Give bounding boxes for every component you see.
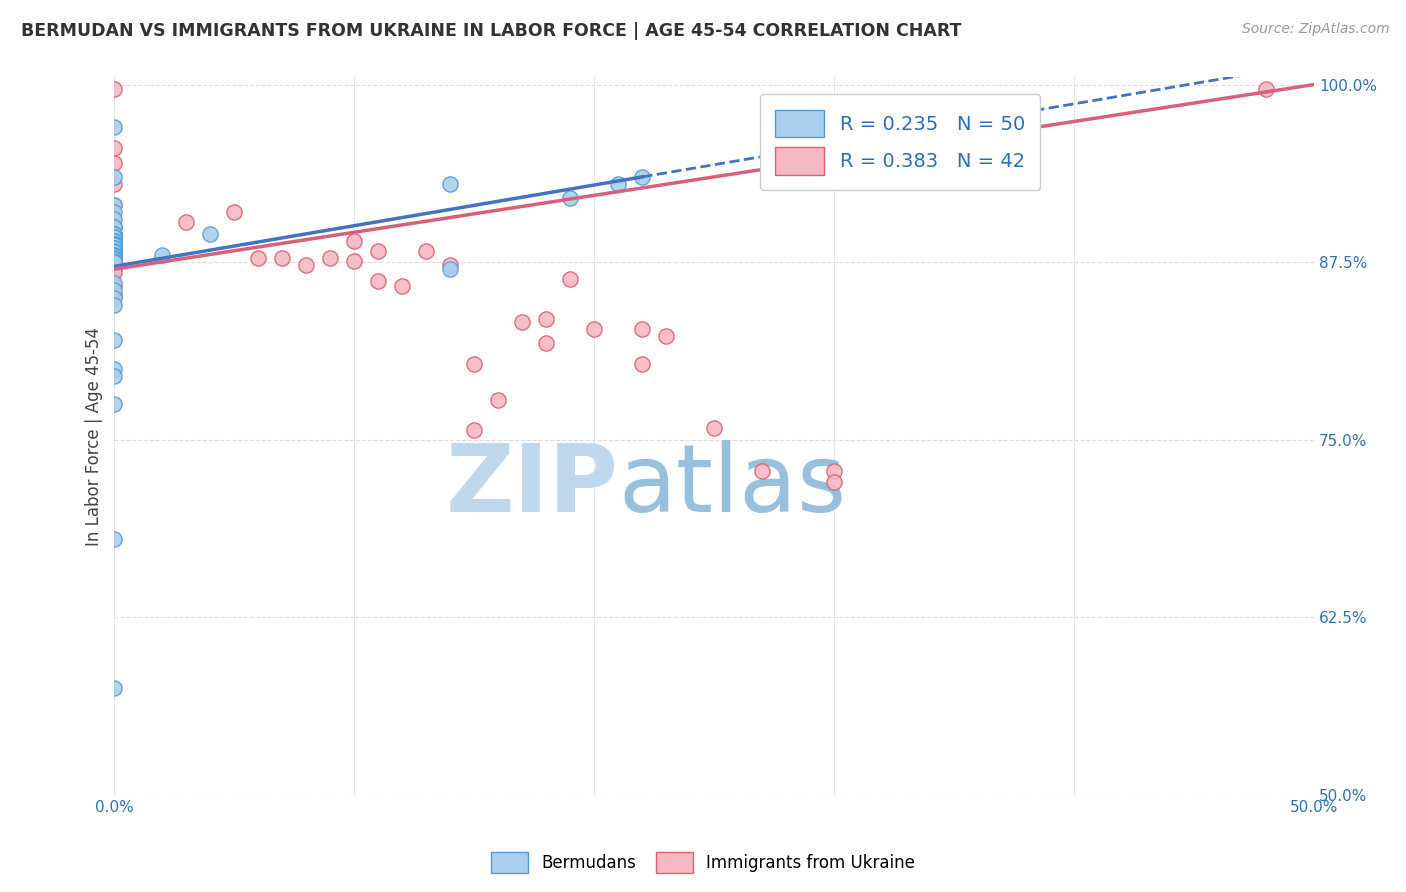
Point: [583, 322, 606, 336]
Point: [103, 238, 125, 252]
Text: atlas: atlas: [619, 441, 846, 533]
Point: [391, 279, 413, 293]
Text: Source: ZipAtlas.com: Source: ZipAtlas.com: [1241, 22, 1389, 37]
Point: [823, 475, 845, 490]
Point: [103, 219, 125, 234]
Point: [103, 397, 125, 411]
Point: [103, 212, 125, 227]
Point: [103, 234, 125, 248]
Point: [103, 236, 125, 251]
Point: [103, 238, 125, 252]
Point: [103, 277, 125, 291]
Point: [103, 120, 125, 135]
Point: [631, 169, 654, 184]
Point: [103, 298, 125, 312]
Point: [103, 205, 125, 219]
Point: [439, 258, 461, 272]
Point: [103, 229, 125, 244]
Point: [103, 251, 125, 265]
Point: [200, 227, 222, 241]
Point: [247, 251, 270, 265]
Point: [103, 368, 125, 383]
Point: [607, 177, 630, 191]
Point: [103, 198, 125, 212]
Point: [103, 227, 125, 241]
Text: BERMUDAN VS IMMIGRANTS FROM UKRAINE IN LABOR FORCE | AGE 45-54 CORRELATION CHART: BERMUDAN VS IMMIGRANTS FROM UKRAINE IN L…: [21, 22, 962, 40]
Point: [103, 291, 125, 305]
Point: [103, 255, 125, 269]
Point: [103, 229, 125, 244]
Point: [224, 205, 246, 219]
Point: [295, 258, 318, 272]
Point: [103, 236, 125, 251]
Point: [103, 82, 125, 96]
Point: [343, 234, 366, 248]
Point: [103, 169, 125, 184]
Point: [367, 274, 389, 288]
Point: [631, 357, 654, 371]
Point: [560, 272, 582, 286]
Point: [103, 361, 125, 376]
Point: [103, 234, 125, 248]
Point: [560, 191, 582, 205]
Point: [103, 236, 125, 251]
Point: [103, 219, 125, 234]
Point: [103, 244, 125, 258]
Point: [343, 253, 366, 268]
Point: [103, 532, 125, 546]
Point: [103, 155, 125, 169]
Text: ZIP: ZIP: [446, 441, 619, 533]
Point: [103, 241, 125, 255]
Point: [1254, 82, 1277, 96]
Point: [510, 315, 533, 329]
Point: [823, 464, 845, 478]
Point: [463, 423, 485, 437]
Point: [271, 251, 294, 265]
Point: [103, 234, 125, 248]
Point: [103, 245, 125, 260]
Point: [367, 244, 389, 258]
Point: [103, 227, 125, 241]
Point: [103, 252, 125, 267]
Point: [439, 177, 461, 191]
Point: [103, 681, 125, 695]
Point: [536, 336, 558, 351]
Point: [103, 333, 125, 347]
Point: [176, 215, 198, 229]
Point: [103, 279, 125, 293]
Point: [463, 357, 485, 371]
Point: [319, 251, 342, 265]
Point: [103, 241, 125, 255]
Point: [103, 219, 125, 234]
Point: [152, 248, 174, 262]
Point: [536, 312, 558, 326]
Point: [103, 229, 125, 244]
Point: [103, 248, 125, 262]
Y-axis label: In Labor Force | Age 45-54: In Labor Force | Age 45-54: [86, 326, 103, 546]
Legend: Bermudans, Immigrants from Ukraine: Bermudans, Immigrants from Ukraine: [485, 846, 921, 880]
Point: [103, 260, 125, 275]
Point: [103, 248, 125, 262]
Point: [103, 265, 125, 279]
Point: [103, 241, 125, 255]
Point: [103, 251, 125, 265]
Point: [103, 287, 125, 301]
Point: [103, 284, 125, 298]
Point: [103, 258, 125, 272]
Point: [103, 198, 125, 212]
Point: [103, 177, 125, 191]
Point: [103, 227, 125, 241]
Point: [631, 322, 654, 336]
Point: [751, 464, 773, 478]
Point: [103, 253, 125, 268]
Point: [655, 329, 678, 343]
Point: [703, 421, 725, 435]
Legend: R = 0.235   N = 50, R = 0.383   N = 42: R = 0.235 N = 50, R = 0.383 N = 42: [759, 95, 1040, 190]
Point: [439, 262, 461, 277]
Point: [415, 244, 437, 258]
Point: [103, 249, 125, 263]
Point: [486, 392, 509, 407]
Point: [103, 241, 125, 255]
Point: [103, 141, 125, 155]
